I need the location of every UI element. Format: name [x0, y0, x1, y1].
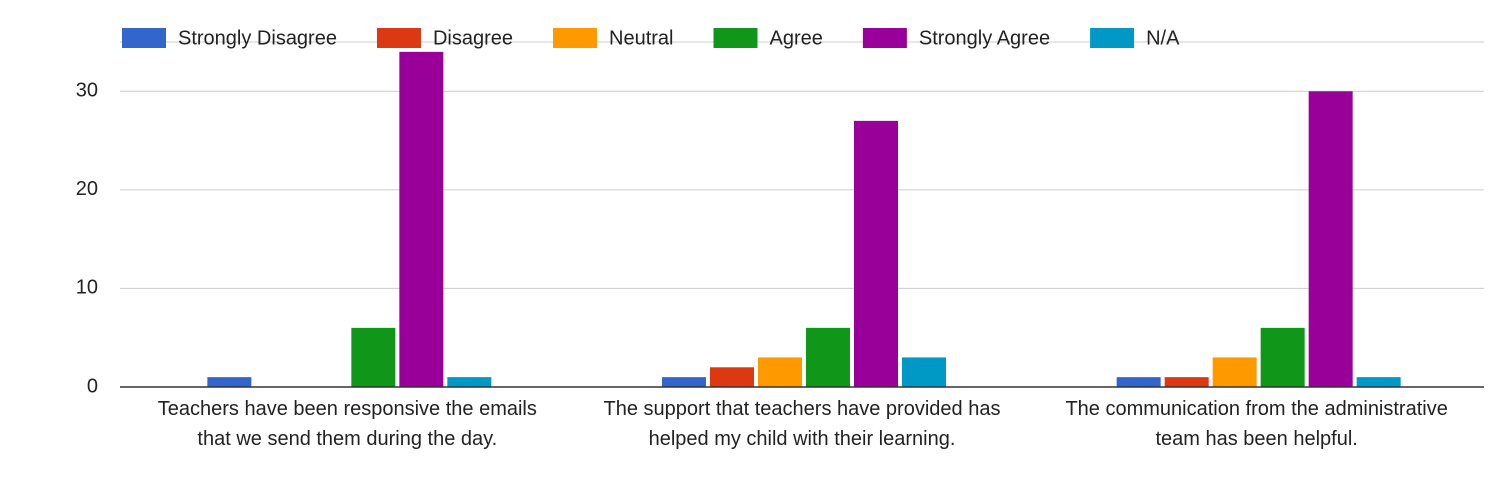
bar — [399, 51, 444, 387]
legend-label: Agree — [770, 27, 823, 49]
bar — [902, 357, 946, 387]
legend-label: Strongly Disagree — [178, 27, 337, 49]
x-tick-label: The communication from the administrativ… — [1065, 398, 1448, 450]
legend-label: Disagree — [433, 27, 513, 49]
legend-label: Neutral — [609, 27, 673, 49]
y-tick-label: 0 — [87, 375, 98, 397]
bar — [854, 120, 898, 387]
legend-label: Strongly Agree — [919, 27, 1050, 49]
legend-swatch — [376, 28, 421, 48]
y-tick-label: 10 — [76, 277, 98, 299]
bar — [662, 377, 706, 387]
legend-swatch — [553, 28, 598, 48]
y-tick-label: 30 — [76, 80, 98, 102]
bar — [351, 327, 396, 387]
bar — [447, 377, 492, 387]
legend-label: N/A — [1146, 27, 1180, 49]
x-tick-label: The support that teachers have provided … — [603, 398, 1001, 450]
legend-swatch — [1090, 28, 1135, 48]
bar — [1308, 91, 1353, 388]
bar — [1212, 357, 1257, 387]
bar — [758, 357, 802, 387]
legend-swatch — [862, 28, 907, 48]
bar — [806, 327, 850, 387]
bar — [1116, 377, 1161, 387]
bar — [1164, 377, 1209, 387]
bar — [207, 377, 252, 387]
y-tick-label: 20 — [76, 178, 98, 200]
x-tick-label: Teachers have been responsive the emails… — [157, 398, 537, 450]
bar — [1356, 377, 1401, 387]
bar — [1260, 327, 1305, 387]
legend-swatch — [122, 28, 166, 48]
bar — [710, 367, 754, 387]
legend-swatch — [713, 28, 758, 48]
